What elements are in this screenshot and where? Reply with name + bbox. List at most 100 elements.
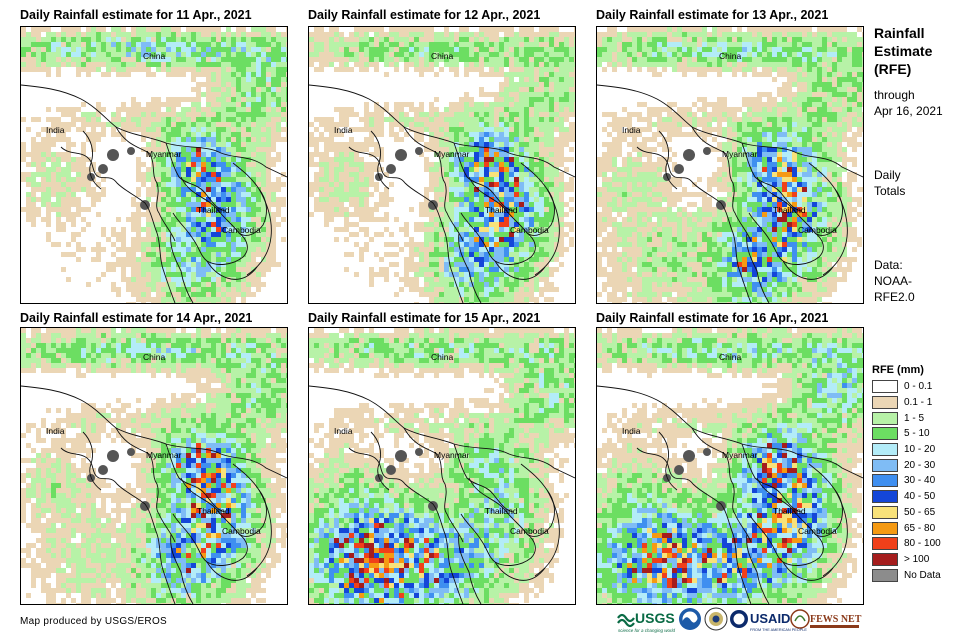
rain-cell: [469, 147, 474, 152]
rain-cell: [286, 107, 287, 112]
rain-cell: [81, 207, 86, 212]
rain-cell: [519, 227, 524, 232]
rain-cell: [181, 37, 186, 42]
rain-cell: [682, 72, 687, 77]
rain-cell: [201, 147, 206, 152]
rain-cell: [607, 47, 612, 52]
rain-cell: [569, 122, 574, 127]
rain-cell: [241, 52, 246, 57]
rain-cell: [206, 52, 211, 57]
rain-cell: [136, 242, 141, 247]
rain-cell: [494, 127, 499, 132]
rain-cell: [702, 107, 707, 112]
rain-cell: [166, 247, 171, 252]
rain-cell: [454, 232, 459, 237]
rain-cell: [732, 67, 737, 72]
rain-cell: [66, 172, 71, 177]
rain-cell: [534, 197, 539, 202]
rain-cell: [494, 197, 499, 202]
rain-cell: [857, 47, 862, 52]
rain-cell: [564, 32, 569, 37]
rain-cell: [286, 132, 287, 137]
rain-cell: [439, 302, 444, 303]
rain-cell: [757, 102, 762, 107]
coastline: [60, 146, 176, 303]
rain-cell: [727, 37, 732, 42]
rain-cell: [559, 177, 564, 182]
rain-cell: [354, 187, 359, 192]
rain-cell: [369, 47, 374, 52]
rain-cell: [256, 262, 261, 267]
rain-cell: [211, 182, 216, 187]
rain-cell: [256, 242, 261, 247]
rain-cell: [261, 192, 266, 197]
rain-cell: [469, 242, 474, 247]
rain-cell: [181, 262, 186, 267]
rain-cell: [757, 62, 762, 67]
rain-cell: [524, 272, 529, 277]
rain-cell: [349, 67, 354, 72]
rain-cell: [339, 117, 344, 122]
rain-cell: [281, 102, 286, 107]
rain-cell: [309, 142, 314, 147]
rain-cell: [281, 92, 286, 97]
rain-cell: [176, 102, 181, 107]
rain-cell: [554, 187, 559, 192]
rain-cell: [469, 212, 474, 217]
rain-cell: [389, 62, 394, 67]
rain-cell: [216, 87, 221, 92]
rain-cell: [106, 72, 111, 77]
rain-cell: [66, 212, 71, 217]
rain-cell: [136, 257, 141, 262]
rain-cell: [409, 247, 414, 252]
rain-cell: [121, 237, 126, 242]
rain-cell: [444, 192, 449, 197]
rain-cell: [524, 62, 529, 67]
rain-cell: [76, 212, 81, 217]
rain-cell: [266, 117, 271, 122]
rain-cell: [216, 182, 221, 187]
rain-cell: [807, 57, 812, 62]
rain-cell: [544, 122, 549, 127]
rain-cell: [519, 42, 524, 47]
rain-cell: [46, 67, 51, 72]
rain-cell: [86, 192, 91, 197]
rain-cell: [449, 247, 454, 252]
rain-cell: [554, 42, 559, 47]
rain-cell: [597, 47, 602, 52]
rain-cell: [66, 187, 71, 192]
rain-cell: [772, 67, 777, 72]
rain-cell: [569, 107, 574, 112]
rain-cell: [499, 257, 504, 262]
rain-cell: [687, 37, 692, 42]
rain-cell: [449, 212, 454, 217]
rain-cell: [652, 72, 657, 77]
rain-cell: [319, 162, 324, 167]
rain-cell: [324, 187, 329, 192]
rain-cell: [196, 172, 201, 177]
rain-cell: [334, 197, 339, 202]
rain-cell: [474, 167, 479, 172]
rain-cell: [414, 247, 419, 252]
rain-cell: [176, 187, 181, 192]
rain-cell: [444, 212, 449, 217]
rain-cell: [369, 132, 374, 137]
rain-cell: [196, 302, 201, 303]
rain-cell: [349, 57, 354, 62]
rain-cell: [459, 127, 464, 132]
rain-cell: [564, 62, 569, 67]
rain-cell: [509, 257, 514, 262]
rain-cell: [66, 182, 71, 187]
rain-cell: [797, 77, 802, 82]
rain-cell: [539, 82, 544, 87]
rain-cell: [847, 112, 852, 117]
rain-cell: [116, 52, 121, 57]
rain-cell: [827, 107, 832, 112]
rain-cell: [369, 267, 374, 272]
rain-cell: [86, 282, 91, 287]
rain-cell: [21, 57, 26, 62]
rain-cell: [444, 232, 449, 237]
rain-cell: [86, 47, 91, 52]
rain-cell: [241, 62, 246, 67]
rain-cell: [777, 67, 782, 72]
